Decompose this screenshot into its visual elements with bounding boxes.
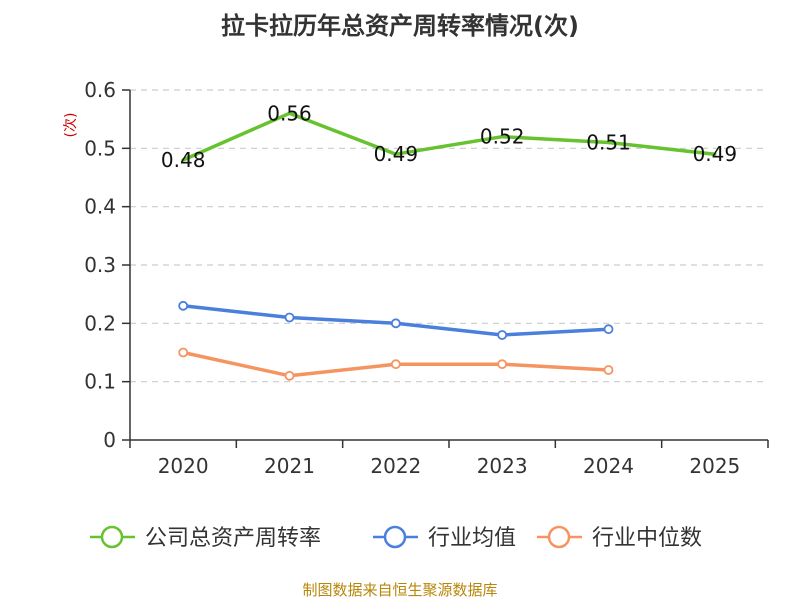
- y-tick-label: 0.4: [84, 195, 116, 219]
- data-label: 0.51: [586, 131, 631, 155]
- data-point: [284, 312, 295, 323]
- data-point: [497, 330, 508, 340]
- legend: 公司总资产周转率 行业均值 行业中位数: [90, 525, 702, 551]
- data-point: [178, 347, 189, 358]
- x-tick-label: 2022: [370, 454, 421, 478]
- legend-label: 公司总资产周转率: [145, 526, 321, 551]
- data-label: 0.49: [374, 142, 419, 166]
- data-point: [390, 359, 401, 370]
- y-axis-label: (次): [63, 113, 79, 138]
- chart-title: 拉卡拉历年总资产周转率情况(次): [221, 12, 579, 40]
- legend-swatch-marker: [100, 525, 124, 549]
- x-tick-label: 2023: [477, 454, 528, 478]
- data-point: [284, 370, 295, 381]
- y-tick-label: 0.1: [84, 370, 116, 394]
- x-tick-label: 2025: [689, 454, 740, 478]
- data-point: [603, 324, 614, 335]
- series-line: [181, 111, 717, 162]
- legend-swatch-marker: [383, 525, 407, 549]
- y-tick-label: 0: [103, 428, 116, 452]
- data-label: 0.48: [161, 148, 206, 172]
- data-point: [390, 318, 401, 329]
- y-tick-label: 0.5: [84, 136, 116, 160]
- x-tick-label: 2024: [583, 454, 634, 478]
- data-point: [178, 300, 189, 311]
- data-point: [603, 365, 614, 375]
- y-tick-label: 0.6: [84, 78, 116, 102]
- gridlines: [130, 89, 768, 383]
- data-point: [497, 359, 508, 370]
- axes: 0 0.1 0.2 0.3 0.4 0.5 0.6 2020 2021 2022 2023 2024 2…: [84, 78, 769, 478]
- data-label: 0.52: [480, 125, 525, 149]
- x-tick-label: 2021: [264, 454, 315, 478]
- series-layer: [178, 111, 717, 381]
- data-label: 0.56: [267, 101, 312, 125]
- legend-label: 行业中位数: [592, 526, 702, 551]
- data-label: 0.49: [693, 142, 738, 166]
- y-tick-label: 0.2: [84, 311, 116, 335]
- source-note: 制图数据来自恒生聚源数据库: [302, 581, 497, 599]
- legend-label: 行业均值: [428, 526, 516, 551]
- legend-swatch-marker: [547, 525, 571, 549]
- x-tick-label: 2020: [158, 454, 209, 478]
- data-labels: 0.48 0.56 0.49 0.52 0.51 0.49: [161, 101, 737, 172]
- y-tick-label: 0.3: [84, 253, 116, 277]
